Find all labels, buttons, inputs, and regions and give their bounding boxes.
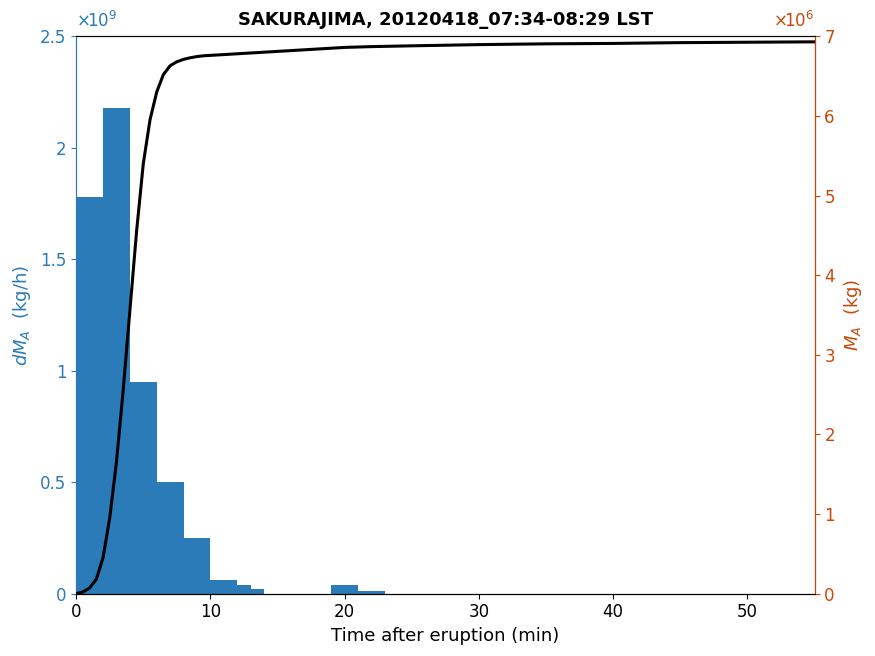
Bar: [358, 591, 385, 594]
Bar: [210, 581, 237, 594]
Bar: [184, 538, 210, 594]
Bar: [237, 589, 264, 594]
Text: $\times\!10^6$: $\times\!10^6$: [774, 10, 815, 31]
Y-axis label: $M_A$  (kg): $M_A$ (kg): [842, 279, 864, 351]
Bar: [332, 584, 358, 594]
Y-axis label: $dM_A$  (kg/h): $dM_A$ (kg/h): [11, 264, 33, 365]
Bar: [157, 482, 184, 594]
Title: SAKURAJIMA, 20120418_07:34-08:29 LST: SAKURAJIMA, 20120418_07:34-08:29 LST: [238, 11, 653, 29]
Bar: [130, 382, 157, 594]
Bar: [103, 108, 130, 594]
Text: $\times\!10^9$: $\times\!10^9$: [76, 10, 117, 31]
Bar: [76, 197, 103, 594]
X-axis label: Time after eruption (min): Time after eruption (min): [332, 627, 559, 645]
Bar: [224, 584, 251, 594]
